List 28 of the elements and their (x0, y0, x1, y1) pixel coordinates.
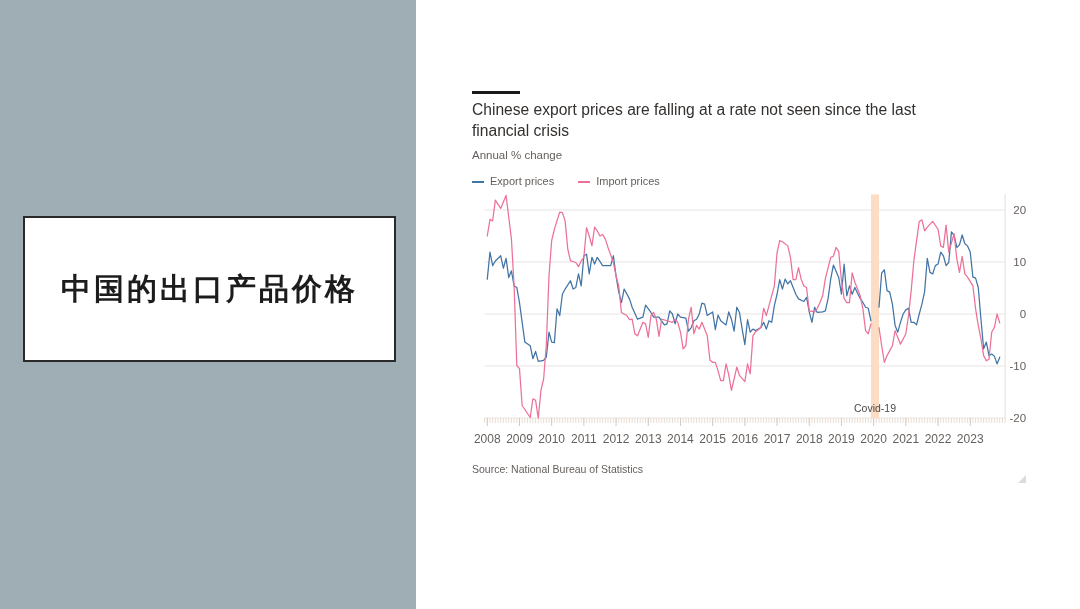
source-note: Source: National Bureau of Statistics (472, 463, 644, 475)
x-tick-label: 2009 (506, 432, 534, 446)
x-tick-label: 2012 (602, 432, 630, 446)
x-tick-label: 2011 (570, 432, 598, 446)
x-tick-label: 2018 (795, 432, 823, 446)
y-tick-label: -10 (1009, 360, 1027, 372)
chart-subtitle: Annual % change (472, 149, 563, 161)
x-tick-label: 2010 (538, 432, 566, 446)
y-tick-label: -20 (1009, 412, 1027, 424)
x-tick-label: 2017 (763, 432, 791, 446)
y-tick-label: 0 (1019, 308, 1027, 320)
chart-title: Chinese export prices are falling at a rate not seen since the last financial crisis (472, 100, 917, 141)
legend-label: Export prices (490, 175, 555, 187)
band-label: Covid-19 (853, 402, 897, 414)
x-tick-label: 2022 (924, 432, 952, 446)
x-tick-label: 2008 (473, 432, 501, 446)
text: 中国的出口产品价格 (61, 269, 358, 308)
legend-label: Import prices (596, 175, 660, 187)
x-tick-label: 2021 (892, 432, 920, 446)
x-tick-label: 2020 (860, 432, 888, 446)
x-tick-label: 2015 (699, 432, 727, 446)
x-tick-label: 2014 (667, 432, 695, 446)
x-tick-label: 2023 (956, 432, 984, 446)
y-tick-label: 20 (1013, 204, 1027, 216)
x-tick-label: 2019 (828, 432, 856, 446)
x-tick-label: 2016 (731, 432, 759, 446)
x-tick-label: 2013 (634, 432, 662, 446)
y-tick-label: 10 (1013, 256, 1027, 268)
